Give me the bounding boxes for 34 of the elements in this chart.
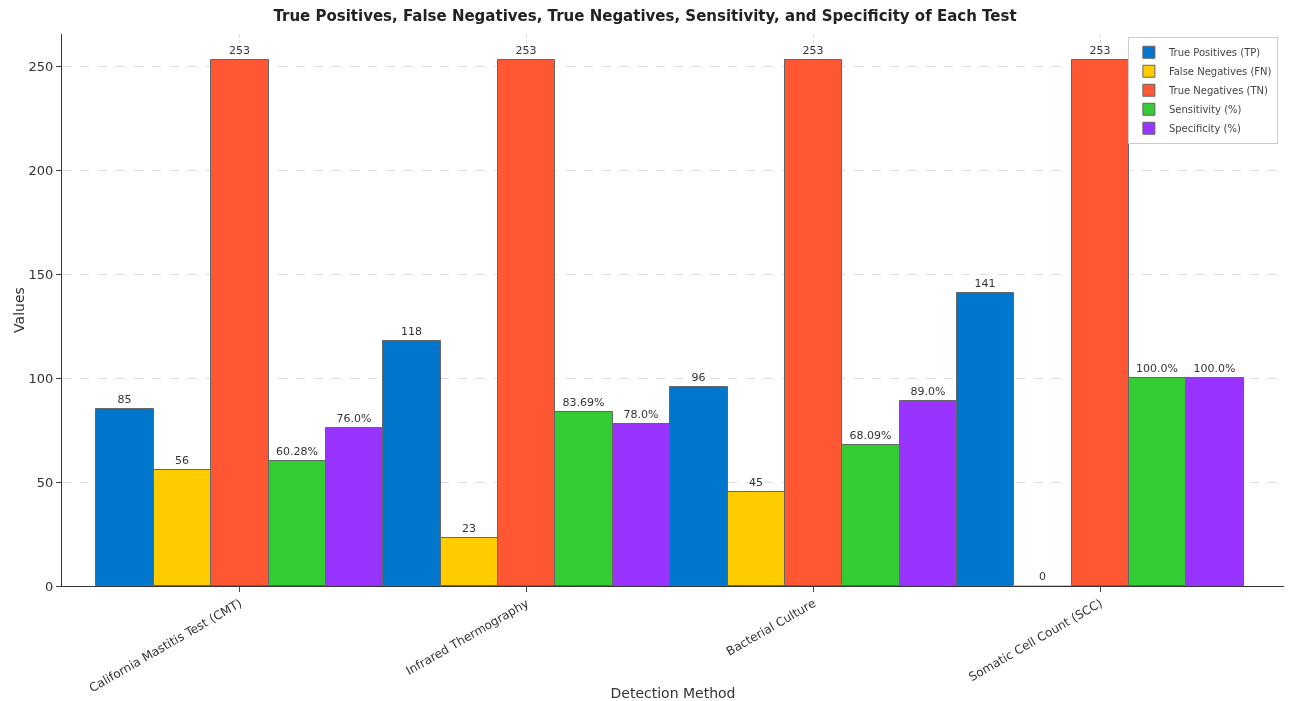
y-tick-label: 200 — [28, 162, 54, 178]
data-label: 60.28% — [276, 444, 318, 458]
y-tick-label: 50 — [36, 474, 54, 490]
data-label: 56 — [175, 453, 189, 467]
data-label: 118 — [401, 324, 422, 338]
data-label: 83.69% — [562, 395, 605, 409]
y-axis-title: Values — [11, 287, 27, 333]
chart-title: True Positives, False Negatives, True Negatives, Sensitivity, and Specificity of Each Test — [273, 7, 1017, 26]
data-label: 76.0% — [336, 411, 372, 425]
data-label: 253 — [515, 43, 537, 57]
legend-label: False Negatives (FN) — [1168, 66, 1272, 78]
data-label: 68.09% — [849, 428, 892, 442]
data-label: 253 — [229, 43, 250, 57]
data-label: 96 — [691, 370, 706, 384]
data-label: 253 — [1089, 43, 1111, 57]
x-axis-title: Detection Method — [610, 685, 736, 701]
data-label: 100.0% — [1193, 361, 1236, 375]
legend-label: Specificity (%) — [1168, 123, 1242, 135]
y-tick-label: 150 — [28, 266, 54, 282]
data-label: 85 — [117, 392, 132, 406]
data-label: 89.0% — [910, 384, 946, 398]
y-tick-label: 250 — [28, 59, 54, 75]
data-label: 45 — [749, 475, 763, 489]
y-tick-label: 100 — [28, 370, 54, 386]
legend-label: True Negatives (TN) — [1167, 85, 1269, 97]
legend-label: True Positives (TP) — [1167, 47, 1261, 59]
legend-label: Sensitivity (%) — [1168, 104, 1242, 116]
data-label: 78.0% — [623, 407, 659, 421]
data-label: 141 — [974, 276, 996, 290]
y-tick-label: 0 — [45, 578, 54, 594]
data-label: 100.0% — [1136, 361, 1178, 375]
data-label: 253 — [802, 43, 824, 57]
data-label: 23 — [462, 521, 476, 535]
data-label: 0 — [1039, 569, 1046, 583]
